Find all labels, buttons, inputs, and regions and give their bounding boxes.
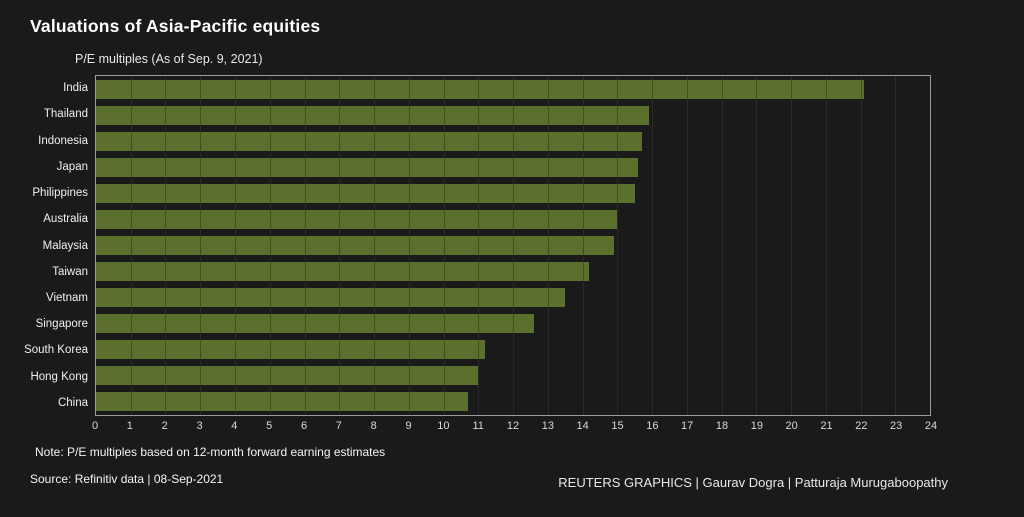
x-tick-label: 20 (785, 420, 798, 432)
x-tick-label: 2 (161, 420, 168, 432)
x-tick-label: 6 (300, 420, 308, 432)
chart-subtitle: P/E multiples (As of Sep. 9, 2021) (75, 52, 263, 66)
bar (96, 157, 639, 177)
chart-note: Note: P/E multiples based on 12-month fo… (35, 445, 386, 459)
chart-row (96, 76, 930, 102)
bar (96, 209, 618, 229)
chart-row (96, 128, 930, 154)
x-tick-label: 8 (370, 420, 377, 432)
x-tick-label: 5 (266, 420, 273, 432)
x-tick-label: 15 (611, 420, 624, 432)
category-label: Thailand (43, 108, 88, 121)
x-tick-label: 17 (681, 420, 694, 432)
chart-row (96, 102, 930, 128)
x-tick-label: 11 (472, 420, 484, 432)
category-label: Japan (56, 160, 88, 173)
x-tick-label: 14 (576, 420, 589, 432)
gridline (617, 76, 619, 415)
bar (96, 236, 614, 255)
category-axis: India Thailand Indonesia Japan Philippines Au… (0, 75, 88, 416)
bar (96, 262, 590, 282)
chart-credit: REUTERS GRAPHICS | Gaurav Dogra | Pattur… (558, 475, 948, 490)
chart-row (96, 259, 930, 285)
gridline (686, 76, 688, 415)
category-label: Malaysia (42, 239, 88, 252)
gridline (721, 76, 723, 415)
category-label: Australia (43, 213, 88, 226)
x-tick-label: 22 (855, 420, 868, 432)
gridline (651, 76, 653, 415)
category-label: Indonesia (38, 134, 88, 147)
category-label: Taiwan (52, 265, 88, 278)
x-tick-label: 3 (196, 420, 203, 432)
chart-source: Source: Refinitiv data | 08-Sep-2021 (30, 472, 224, 486)
category-label: Vietnam (46, 291, 88, 304)
bar (96, 131, 642, 151)
bar (96, 79, 864, 99)
category-label: Philippines (32, 187, 88, 200)
x-tick-label: 16 (646, 420, 659, 432)
x-tick-label: 4 (231, 420, 238, 432)
chart-row (96, 285, 930, 311)
chart-row (96, 363, 930, 389)
x-tick-label: 19 (750, 420, 763, 432)
chart-row (96, 232, 930, 258)
chart-row (96, 389, 930, 415)
x-tick-label: 13 (541, 420, 554, 432)
bar (96, 366, 479, 386)
x-axis: 0 1 2 3 4 5 6 7 8 9 10 11 12 13 14 15 16 17 18 19 20 21 22 23 24 (91, 420, 937, 436)
x-tick-label: 12 (506, 420, 520, 432)
gridline (756, 76, 758, 415)
bar (96, 183, 635, 203)
bar-series (96, 76, 930, 415)
chart-row (96, 206, 930, 232)
gridline (895, 76, 897, 415)
gridline (791, 76, 792, 415)
x-tick-label: 23 (890, 420, 903, 432)
category-label: China (57, 396, 88, 409)
x-tick-label: 9 (405, 420, 412, 432)
category-label: Singapore (35, 318, 88, 331)
bar (96, 392, 468, 412)
bar (96, 340, 486, 360)
x-tick-label: 21 (820, 420, 833, 432)
category-label: South Korea (24, 344, 88, 357)
gridline (860, 76, 862, 415)
bar (96, 288, 566, 308)
bar (96, 105, 649, 125)
plot-area (95, 75, 931, 416)
x-tick-label: 10 (437, 420, 450, 432)
x-tick-label: 0 (91, 420, 99, 432)
gridline (825, 76, 827, 415)
bar (96, 314, 534, 334)
category-label: Hong Kong (30, 370, 88, 383)
x-tick-label: 24 (924, 420, 938, 432)
chart-title: Valuations of Asia-Pacific equities (30, 16, 321, 36)
chart-row (96, 311, 930, 337)
x-tick-label: 18 (715, 420, 729, 432)
x-tick-label: 7 (335, 420, 342, 432)
category-label: India (63, 82, 88, 95)
chart-row (96, 180, 930, 206)
chart-row (96, 154, 930, 180)
chart-row (96, 337, 930, 363)
x-tick-label: 1 (126, 420, 133, 432)
